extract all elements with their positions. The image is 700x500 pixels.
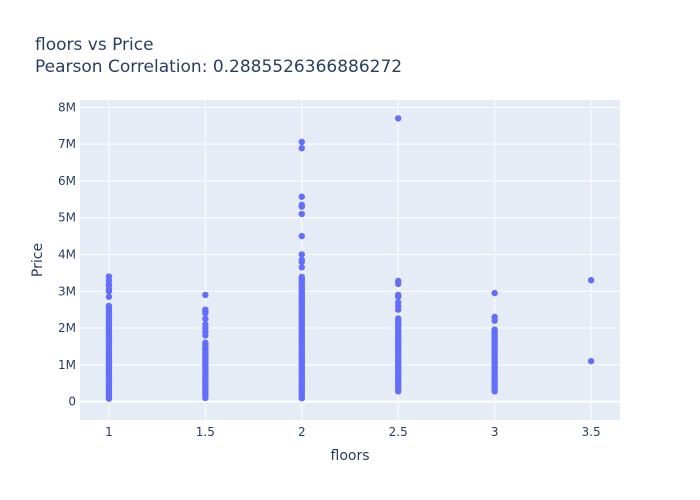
data-points	[105, 115, 595, 402]
x-tick-label: 2	[298, 425, 306, 439]
y-tick-label: 5M	[58, 211, 76, 225]
data-point	[298, 193, 305, 200]
data-point	[491, 289, 498, 297]
data-point	[105, 273, 113, 280]
data-point	[298, 138, 305, 146]
data-point	[105, 293, 113, 300]
data-point	[491, 326, 498, 333]
data-point	[491, 313, 498, 321]
data-point	[395, 315, 402, 322]
data-point	[298, 251, 305, 258]
data-point	[202, 321, 209, 328]
chart-subtitle: Pearson Correlation: 0.2885526366886272	[35, 57, 402, 77]
x-tick-label: 1	[105, 425, 113, 439]
y-tick-label: 7M	[58, 137, 76, 151]
data-point	[587, 277, 595, 284]
plot-area	[80, 100, 620, 420]
data-point	[202, 291, 209, 299]
y-tick-label: 2M	[58, 321, 76, 335]
data-point	[202, 339, 209, 346]
data-point	[395, 115, 402, 122]
data-point	[298, 264, 305, 271]
y-tick-label: 0	[68, 395, 76, 409]
tick-labels: 1 1.5 2 2.5 3 3.5 0 1M 2M 3M 4M 5M 6M 7M 8M	[58, 100, 601, 439]
data-point	[395, 299, 402, 306]
y-tick-label: 8M	[58, 100, 76, 114]
data-point	[202, 315, 209, 323]
y-tick-label: 3M	[58, 284, 76, 298]
data-point	[202, 306, 209, 313]
y-tick-label: 4M	[58, 247, 76, 261]
x-tick-label: 3.5	[582, 425, 601, 439]
data-point	[395, 291, 402, 299]
chart-title: floors vs Price	[35, 35, 154, 55]
data-point	[298, 210, 305, 218]
data-point	[395, 277, 402, 285]
y-tick-label: 6M	[58, 174, 76, 188]
data-point	[298, 201, 305, 209]
grid	[80, 100, 620, 420]
data-point	[298, 256, 305, 264]
data-point	[587, 357, 595, 365]
data-point	[298, 273, 305, 281]
x-tick-label: 2.5	[389, 425, 408, 439]
x-tick-label: 1.5	[196, 425, 215, 439]
data-point	[105, 302, 113, 310]
y-tick-label: 1M	[58, 358, 76, 372]
data-point	[298, 144, 305, 152]
data-point	[298, 232, 305, 240]
x-axis-title: floors	[331, 448, 370, 464]
x-tick-label: 3	[491, 425, 499, 439]
y-axis-title: Price	[30, 243, 46, 277]
